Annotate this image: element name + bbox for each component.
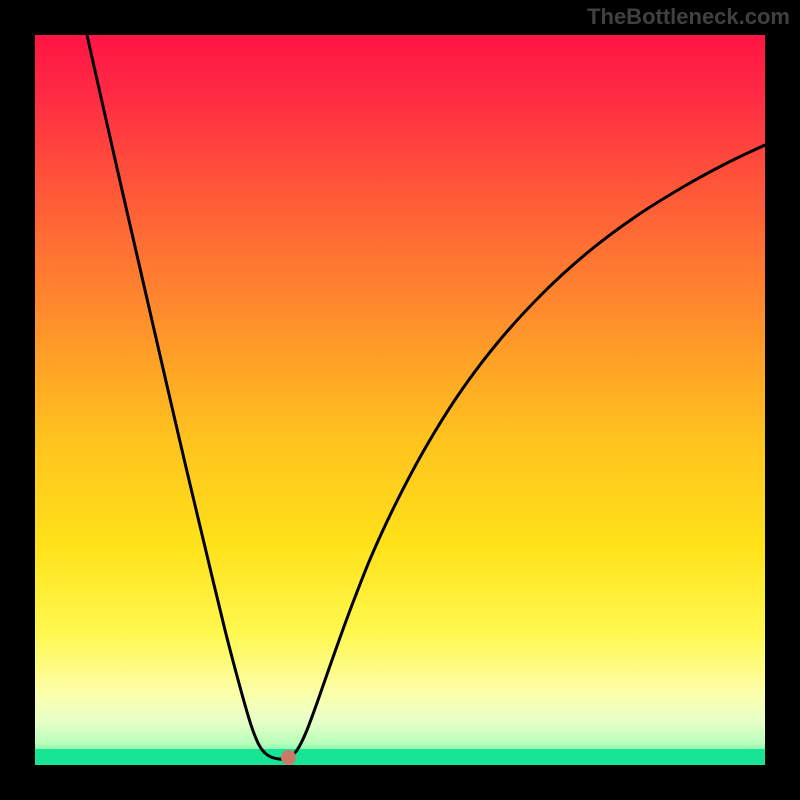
plot-area <box>35 35 765 765</box>
result-marker <box>281 750 296 765</box>
curve-path <box>87 35 765 759</box>
watermark-text: TheBottleneck.com <box>587 4 790 30</box>
bottleneck-curve <box>35 35 765 765</box>
